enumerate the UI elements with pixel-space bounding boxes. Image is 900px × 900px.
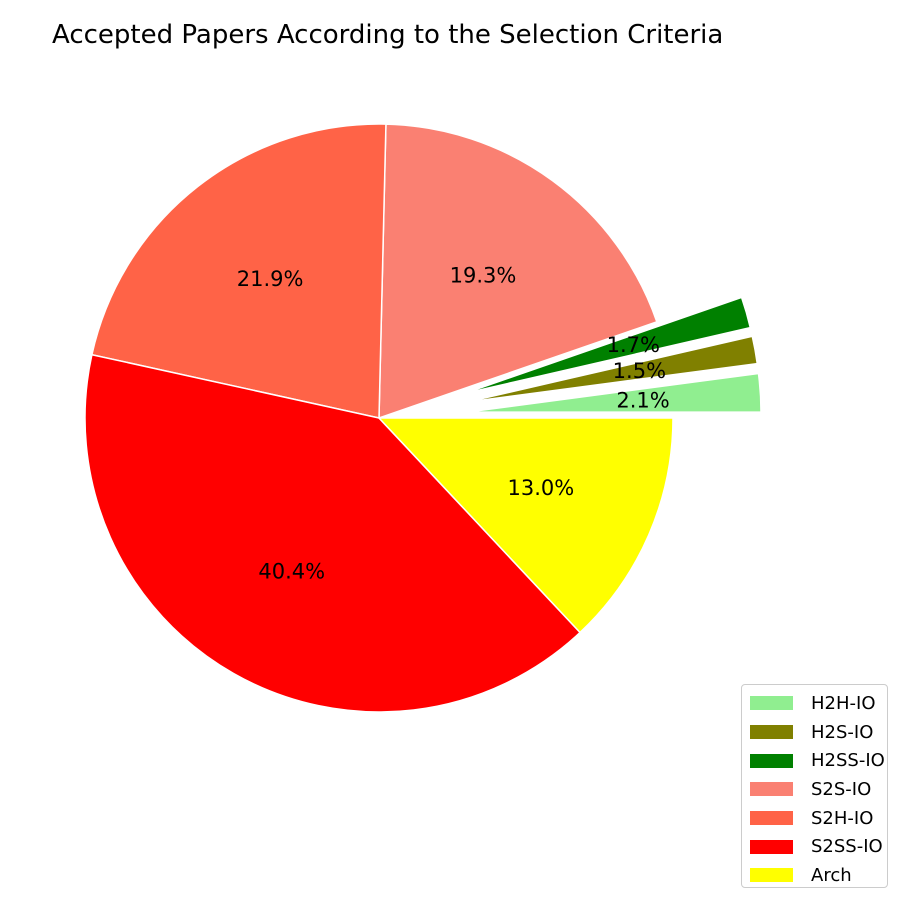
legend-label: S2SS-IO	[811, 836, 883, 858]
legend-swatch	[750, 811, 793, 826]
legend-label: H2H-IO	[811, 692, 876, 714]
chart-title: Accepted Papers According to the Selecti…	[52, 20, 724, 50]
legend-label: Arch	[811, 864, 852, 886]
pie-slice-s2s-io	[378, 123, 658, 419]
legend: H2H-IO H2S-IO H2SS-IO S2S-IO S2H-IO S2SS-IO Ar…	[741, 684, 888, 888]
legend-swatch	[750, 696, 793, 711]
slice-label-arch: 13.0%	[508, 476, 575, 500]
legend-item-arch: Arch	[742, 861, 887, 890]
slice-label-h2ss-io: 1.7%	[607, 333, 660, 357]
legend-item-s2s-io: S2S-IO	[742, 775, 887, 804]
legend-swatch	[750, 839, 793, 854]
legend-item-h2h-io: H2H-IO	[742, 689, 887, 718]
legend-label: H2SS-IO	[811, 750, 885, 772]
slice-label-s2ss-io: 40.4%	[258, 559, 325, 583]
legend-item-s2h-io: S2H-IO	[742, 804, 887, 833]
legend-label: S2S-IO	[811, 778, 872, 800]
pie-slice-s2ss-io	[84, 353, 581, 713]
legend-item-s2ss-io: S2SS-IO	[742, 832, 887, 861]
legend-label: H2S-IO	[811, 721, 874, 743]
legend-swatch	[750, 782, 793, 797]
legend-swatch	[750, 725, 793, 740]
pie-slice-arch	[378, 417, 674, 634]
legend-item-h2s-io: H2S-IO	[742, 718, 887, 747]
slice-label-s2h-io: 21.9%	[237, 267, 304, 291]
legend-label: S2H-IO	[811, 807, 874, 829]
pie-slice-s2h-io	[91, 123, 387, 419]
pie-slice-h2h-io	[466, 372, 762, 413]
legend-swatch	[750, 868, 793, 883]
pie-slice-h2ss-io	[463, 296, 752, 395]
slice-label-h2h-io: 2.1%	[616, 389, 669, 413]
slice-label-s2s-io: 19.3%	[450, 264, 517, 288]
pie-slice-h2s-io	[465, 335, 758, 404]
legend-swatch	[750, 753, 793, 768]
slice-label-h2s-io: 1.5%	[613, 359, 666, 383]
legend-item-h2ss-io: H2SS-IO	[742, 746, 887, 775]
